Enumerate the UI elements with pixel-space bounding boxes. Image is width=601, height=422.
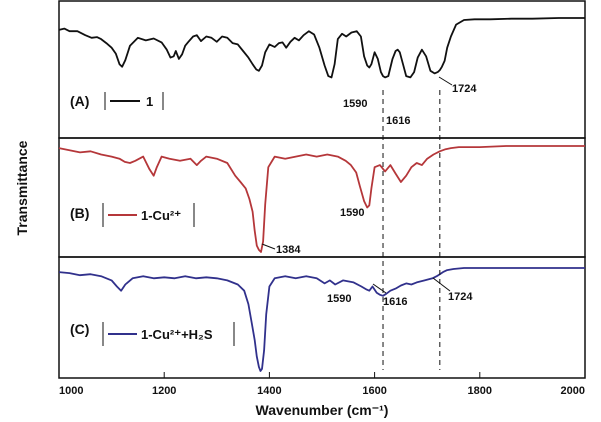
spectrum-line-panel-b xyxy=(58,145,585,253)
anno-b-1384: 1384 xyxy=(276,244,301,256)
spectra-curves xyxy=(58,17,585,372)
x-tick-label-2000: 2000 xyxy=(561,385,585,397)
anno-a-1616: 1616 xyxy=(386,115,410,127)
panel-c-frame xyxy=(58,256,586,379)
panel-a-label: (A) xyxy=(70,93,89,109)
legend-b-text: 1-Cu²⁺ xyxy=(141,208,181,223)
anno-c-1590: 1590 xyxy=(327,293,351,305)
anno-b-1590: 1590 xyxy=(340,207,364,219)
legend-c: 1-Cu²⁺+H₂S xyxy=(102,322,235,346)
legend-a-text: 1 xyxy=(146,94,153,109)
anno-a-1724: 1724 xyxy=(452,83,477,95)
anno-a-1724-leader xyxy=(438,76,453,86)
anno-a-1590: 1590 xyxy=(343,98,367,110)
x-tick-label-1000: 1000 xyxy=(59,385,83,397)
x-axis-ticks: 1000 1200 1400 1600 1800 2000 xyxy=(58,372,586,397)
spectrum-line-panel-a xyxy=(58,17,585,79)
x-axis-label: Wavenumber (cm⁻¹) xyxy=(256,402,389,418)
x-tick-label-1800: 1800 xyxy=(468,385,492,397)
anno-c-1616: 1616 xyxy=(383,296,407,308)
x-tick-label-1200: 1200 xyxy=(152,385,176,397)
y-axis-label: Transmittance xyxy=(14,140,30,235)
reference-lines xyxy=(382,90,441,370)
panel-c-label: (C) xyxy=(70,321,89,337)
legend-a: 1 xyxy=(104,92,164,110)
x-tick-label-1400: 1400 xyxy=(257,385,281,397)
anno-c-1616-leader xyxy=(372,283,387,294)
panel-b-label: (B) xyxy=(70,205,89,221)
legend-c-text: 1-Cu²⁺+H₂S xyxy=(141,327,213,342)
anno-c-1724-leader xyxy=(432,277,451,292)
x-tick-label-1600: 1600 xyxy=(362,385,386,397)
panel-a-frame xyxy=(58,0,586,139)
anno-c-1724: 1724 xyxy=(448,291,473,303)
legend-b: 1-Cu²⁺ xyxy=(102,203,195,227)
spectrum-line-panel-c xyxy=(58,267,585,372)
anno-b-1384-leader xyxy=(261,243,276,250)
